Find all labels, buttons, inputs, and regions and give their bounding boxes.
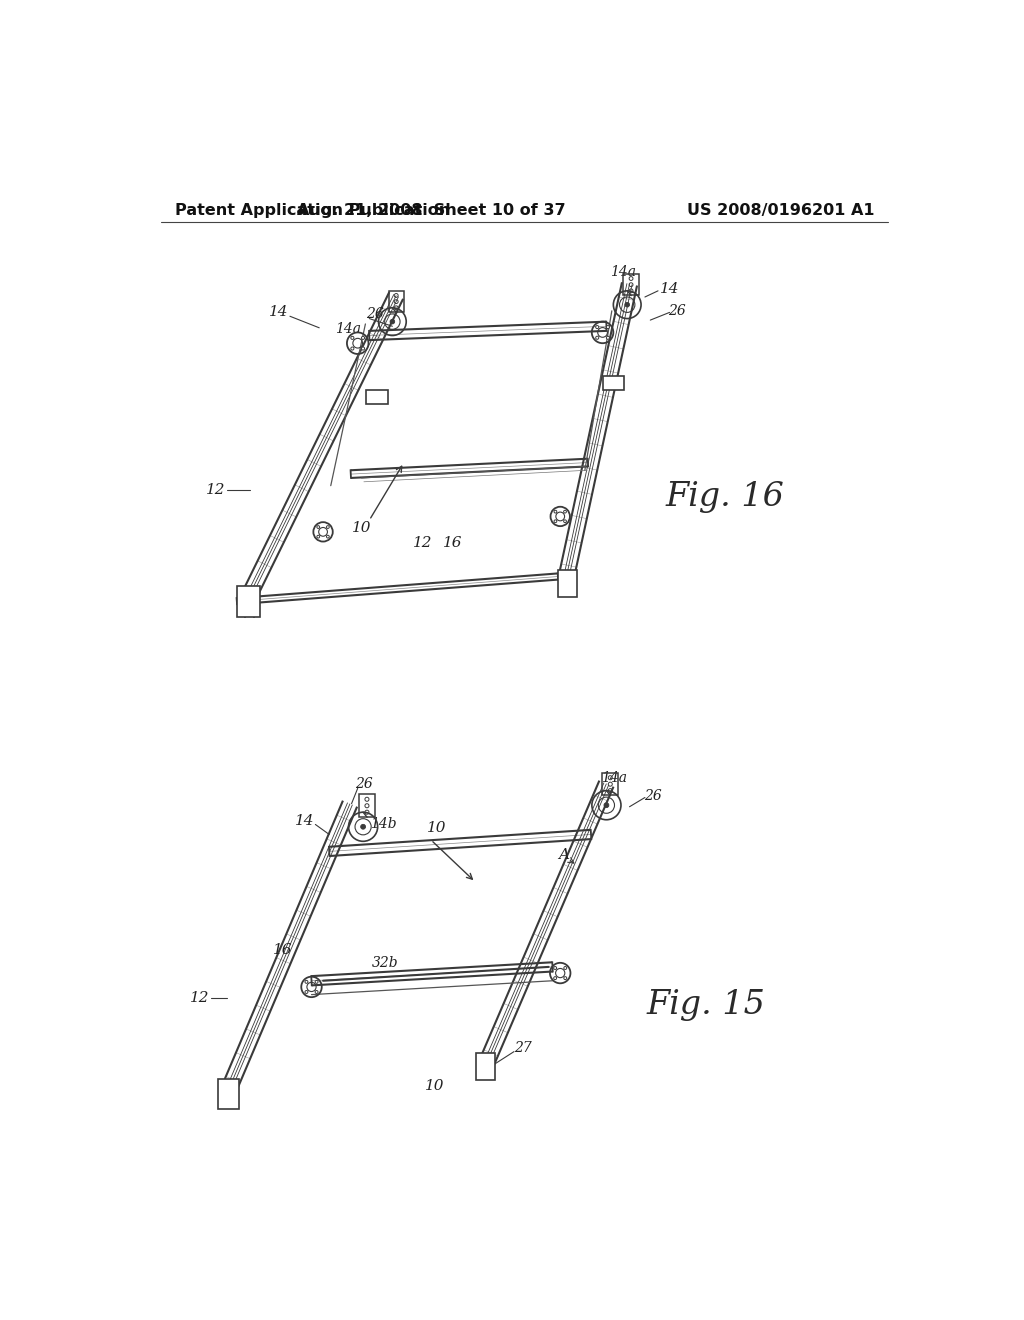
Text: 27: 27 (514, 1040, 532, 1055)
Text: 12: 12 (414, 536, 433, 550)
Circle shape (361, 347, 365, 350)
Text: Patent Application Publication: Patent Application Publication (175, 203, 451, 218)
Text: 10: 10 (427, 821, 446, 836)
Text: Fig. 15: Fig. 15 (646, 990, 765, 1022)
Circle shape (554, 977, 557, 979)
Text: 14: 14 (269, 305, 289, 319)
Bar (475, 1053, 495, 1080)
Text: 14a: 14a (610, 265, 636, 280)
Text: 16: 16 (442, 536, 462, 550)
Text: 32b: 32b (372, 956, 398, 970)
Text: US 2008/0196201 A1: US 2008/0196201 A1 (687, 203, 874, 218)
Circle shape (360, 824, 366, 829)
Circle shape (625, 302, 630, 308)
Circle shape (554, 520, 557, 523)
Text: 14: 14 (295, 813, 314, 828)
Circle shape (361, 337, 365, 339)
Circle shape (606, 337, 609, 339)
Circle shape (563, 511, 566, 513)
Text: 12: 12 (206, 483, 225, 496)
Bar (237, 586, 260, 616)
Text: Aug. 21, 2008  Sheet 10 of 37: Aug. 21, 2008 Sheet 10 of 37 (297, 203, 565, 218)
Text: 10: 10 (352, 521, 372, 535)
Circle shape (316, 525, 319, 528)
Circle shape (596, 326, 599, 329)
Circle shape (315, 981, 318, 983)
Bar (367, 391, 388, 404)
Circle shape (554, 966, 557, 969)
Circle shape (564, 977, 566, 979)
Circle shape (606, 326, 609, 329)
Circle shape (351, 337, 354, 339)
Circle shape (316, 536, 319, 539)
Circle shape (596, 337, 599, 339)
Circle shape (305, 981, 308, 983)
Circle shape (563, 520, 566, 523)
Bar (602, 376, 625, 391)
Text: 14a: 14a (601, 771, 627, 785)
Text: Fig. 16: Fig. 16 (666, 482, 784, 513)
Circle shape (327, 525, 330, 528)
Text: 14: 14 (659, 282, 679, 296)
Text: 10: 10 (425, 1080, 444, 1093)
Circle shape (351, 347, 354, 350)
Circle shape (305, 990, 308, 994)
Text: 26: 26 (644, 789, 662, 803)
Circle shape (554, 511, 557, 513)
Text: 14b: 14b (370, 817, 396, 832)
Text: A: A (558, 849, 569, 862)
Bar (558, 570, 578, 597)
Bar (217, 1080, 240, 1109)
Text: 26: 26 (669, 304, 686, 318)
Text: 12: 12 (190, 991, 210, 1005)
Circle shape (604, 803, 609, 808)
Circle shape (390, 319, 394, 323)
Circle shape (327, 536, 330, 539)
Circle shape (315, 990, 318, 994)
Text: 26: 26 (355, 776, 373, 791)
Text: 26: 26 (367, 308, 384, 321)
Text: 14a: 14a (335, 322, 360, 337)
Circle shape (564, 966, 566, 969)
Text: 16: 16 (273, 942, 293, 957)
